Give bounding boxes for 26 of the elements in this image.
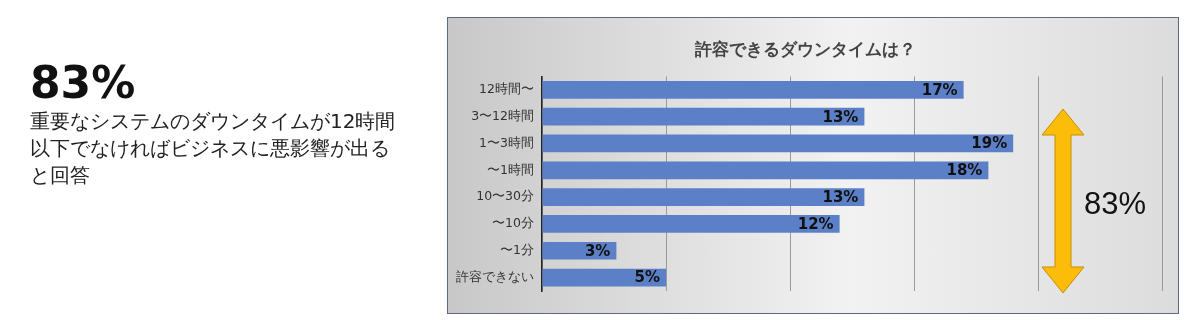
data-label: 13% — [822, 107, 859, 126]
annotation: 83% — [1084, 186, 1147, 222]
bar — [542, 188, 865, 206]
y-tick-label: 12時間〜 — [479, 81, 534, 97]
data-label: 18% — [946, 161, 983, 180]
bar — [542, 80, 964, 99]
y-tick-label: 10〜30分 — [476, 188, 534, 204]
data-label: 13% — [822, 188, 859, 206]
text: 重要なシステムのダウンタイムが12時間以下でなければビジネスに悪影響が出ると回答 — [30, 108, 397, 189]
chart-title: 許容できるダウンタイムは？ — [693, 38, 916, 59]
data-label: 19% — [971, 134, 1008, 153]
y-tick-label: 〜1時間 — [487, 161, 534, 177]
data-label: 12% — [797, 214, 834, 233]
data-label: 5% — [634, 268, 660, 287]
data-label: 3% — [584, 241, 611, 260]
bar — [542, 215, 840, 233]
bar — [542, 161, 989, 180]
bar — [542, 107, 865, 126]
y-tick-label: 1〜3時間 — [479, 134, 534, 150]
text: 83% — [30, 57, 137, 108]
y-tick-label: 3〜12時間 — [471, 107, 534, 123]
y-tick-label: 許容できない — [456, 268, 534, 284]
y-tick-label: 〜1分 — [500, 242, 534, 258]
y-tick-label: 〜10分 — [492, 215, 534, 231]
bar — [542, 134, 1014, 153]
data-label: 17% — [921, 80, 958, 99]
